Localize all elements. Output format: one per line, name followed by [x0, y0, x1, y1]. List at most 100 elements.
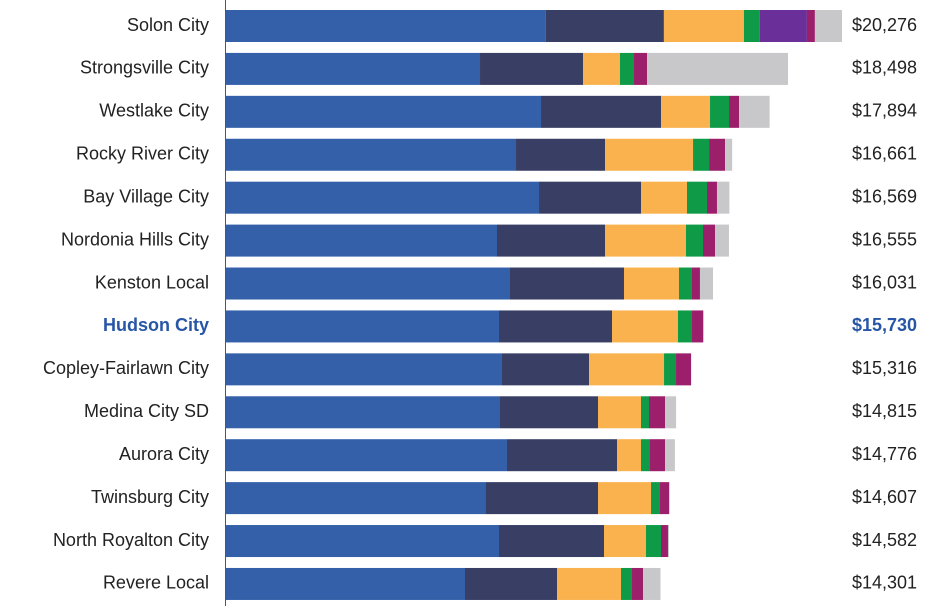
bar-segment	[676, 353, 692, 386]
bar-segment	[814, 10, 842, 42]
total-label: $14,607	[852, 487, 917, 507]
bar-segment	[660, 482, 670, 515]
bar-segment	[589, 353, 665, 386]
bar-segment	[621, 567, 633, 600]
total-label: $16,569	[852, 186, 917, 206]
bar-segment	[641, 396, 649, 429]
bar-segment	[480, 52, 584, 85]
bar-segment	[499, 525, 604, 558]
total-label: $16,031	[852, 272, 917, 292]
bar-segment	[506, 439, 618, 472]
bar-segment	[699, 267, 714, 300]
category-label: Strongsville City	[80, 58, 209, 78]
total-label: $15,316	[852, 358, 917, 378]
bar-segment	[502, 353, 590, 386]
bar-segment	[583, 52, 621, 85]
bar-segment	[226, 10, 546, 42]
bar-segment	[617, 439, 642, 472]
bar-segment	[226, 567, 466, 600]
category-label: Bay Village City	[83, 186, 209, 206]
total-label: $14,582	[852, 530, 917, 550]
total-label: $16,555	[852, 229, 917, 249]
bar-segment	[641, 181, 687, 214]
bar-segment	[806, 10, 815, 42]
bar-segment	[623, 267, 679, 300]
total-label: $20,276	[852, 15, 917, 35]
bar-segment	[678, 310, 693, 343]
bar-segment	[663, 10, 744, 42]
bar-segment	[226, 310, 500, 343]
bar-segment	[641, 439, 650, 472]
category-label: Solon City	[127, 15, 209, 35]
bar-segment	[678, 267, 692, 300]
bar-segment	[226, 525, 500, 558]
category-label: Rocky River City	[76, 144, 209, 164]
bar-segment	[710, 95, 730, 128]
category-label: Nordonia Hills City	[61, 229, 209, 249]
bar-segment	[620, 52, 635, 85]
bar-segment	[715, 224, 729, 257]
bar-segment	[500, 396, 599, 429]
bar-segment	[539, 181, 642, 214]
bar-segment	[692, 310, 704, 343]
category-label: Copley-Fairlawn City	[43, 358, 209, 378]
bar-segment	[634, 52, 648, 85]
bar-segment	[499, 310, 613, 343]
bar-segment	[612, 310, 679, 343]
bar-segment	[556, 567, 622, 600]
bar-segment	[485, 482, 599, 515]
bar-segment	[649, 439, 666, 472]
bar-segment	[545, 10, 664, 42]
bar-segment	[226, 439, 507, 472]
bar-segment	[703, 224, 716, 257]
bar-segment	[665, 396, 677, 429]
bar-segment	[598, 396, 642, 429]
bar-segment	[226, 353, 503, 386]
bar-segment	[660, 525, 668, 558]
bar-segment	[743, 10, 760, 42]
bar-segment	[651, 482, 661, 515]
bar-segment	[516, 138, 606, 171]
bar-segment	[759, 10, 807, 42]
category-label: Revere Local	[103, 573, 209, 593]
bar-segment	[664, 353, 677, 386]
bar-segment	[226, 138, 517, 171]
bar-segment	[226, 52, 481, 85]
bar-segment	[643, 567, 661, 600]
category-label: Twinsburg City	[91, 487, 209, 507]
bar-segment	[226, 181, 540, 214]
category-label: Westlake City	[99, 101, 209, 121]
bar-segment	[709, 138, 726, 171]
bar-segment	[716, 181, 730, 214]
bar-segment	[541, 95, 662, 128]
bar-segment	[509, 267, 624, 300]
bar-segment	[685, 224, 704, 257]
bar-segment	[226, 267, 510, 300]
bar-segment	[648, 396, 666, 429]
bar-segment	[226, 95, 542, 128]
bar-segment	[226, 482, 486, 515]
bar-segment	[686, 181, 707, 214]
total-label: $14,815	[852, 401, 917, 421]
bar-segment	[725, 138, 733, 171]
bar-segment	[604, 224, 686, 257]
category-label: Hudson City	[103, 315, 209, 335]
category-label: Aurora City	[119, 444, 209, 464]
category-label: Kenston Local	[95, 272, 209, 292]
bar-segment	[465, 567, 557, 600]
bar-segment	[706, 181, 717, 214]
bar-segment	[496, 224, 605, 257]
bar-segment	[647, 52, 788, 85]
bar-segment	[729, 95, 740, 128]
bar-segment	[739, 95, 770, 128]
category-label: North Royalton City	[53, 530, 209, 550]
bar-segment	[667, 525, 670, 558]
total-label: $17,894	[852, 101, 917, 121]
total-label: $16,661	[852, 144, 917, 164]
bar-segment	[645, 525, 661, 558]
bar-segment	[598, 482, 652, 515]
bar-segment	[605, 138, 694, 171]
bar-segment	[226, 396, 501, 429]
total-label: $18,498	[852, 58, 917, 78]
